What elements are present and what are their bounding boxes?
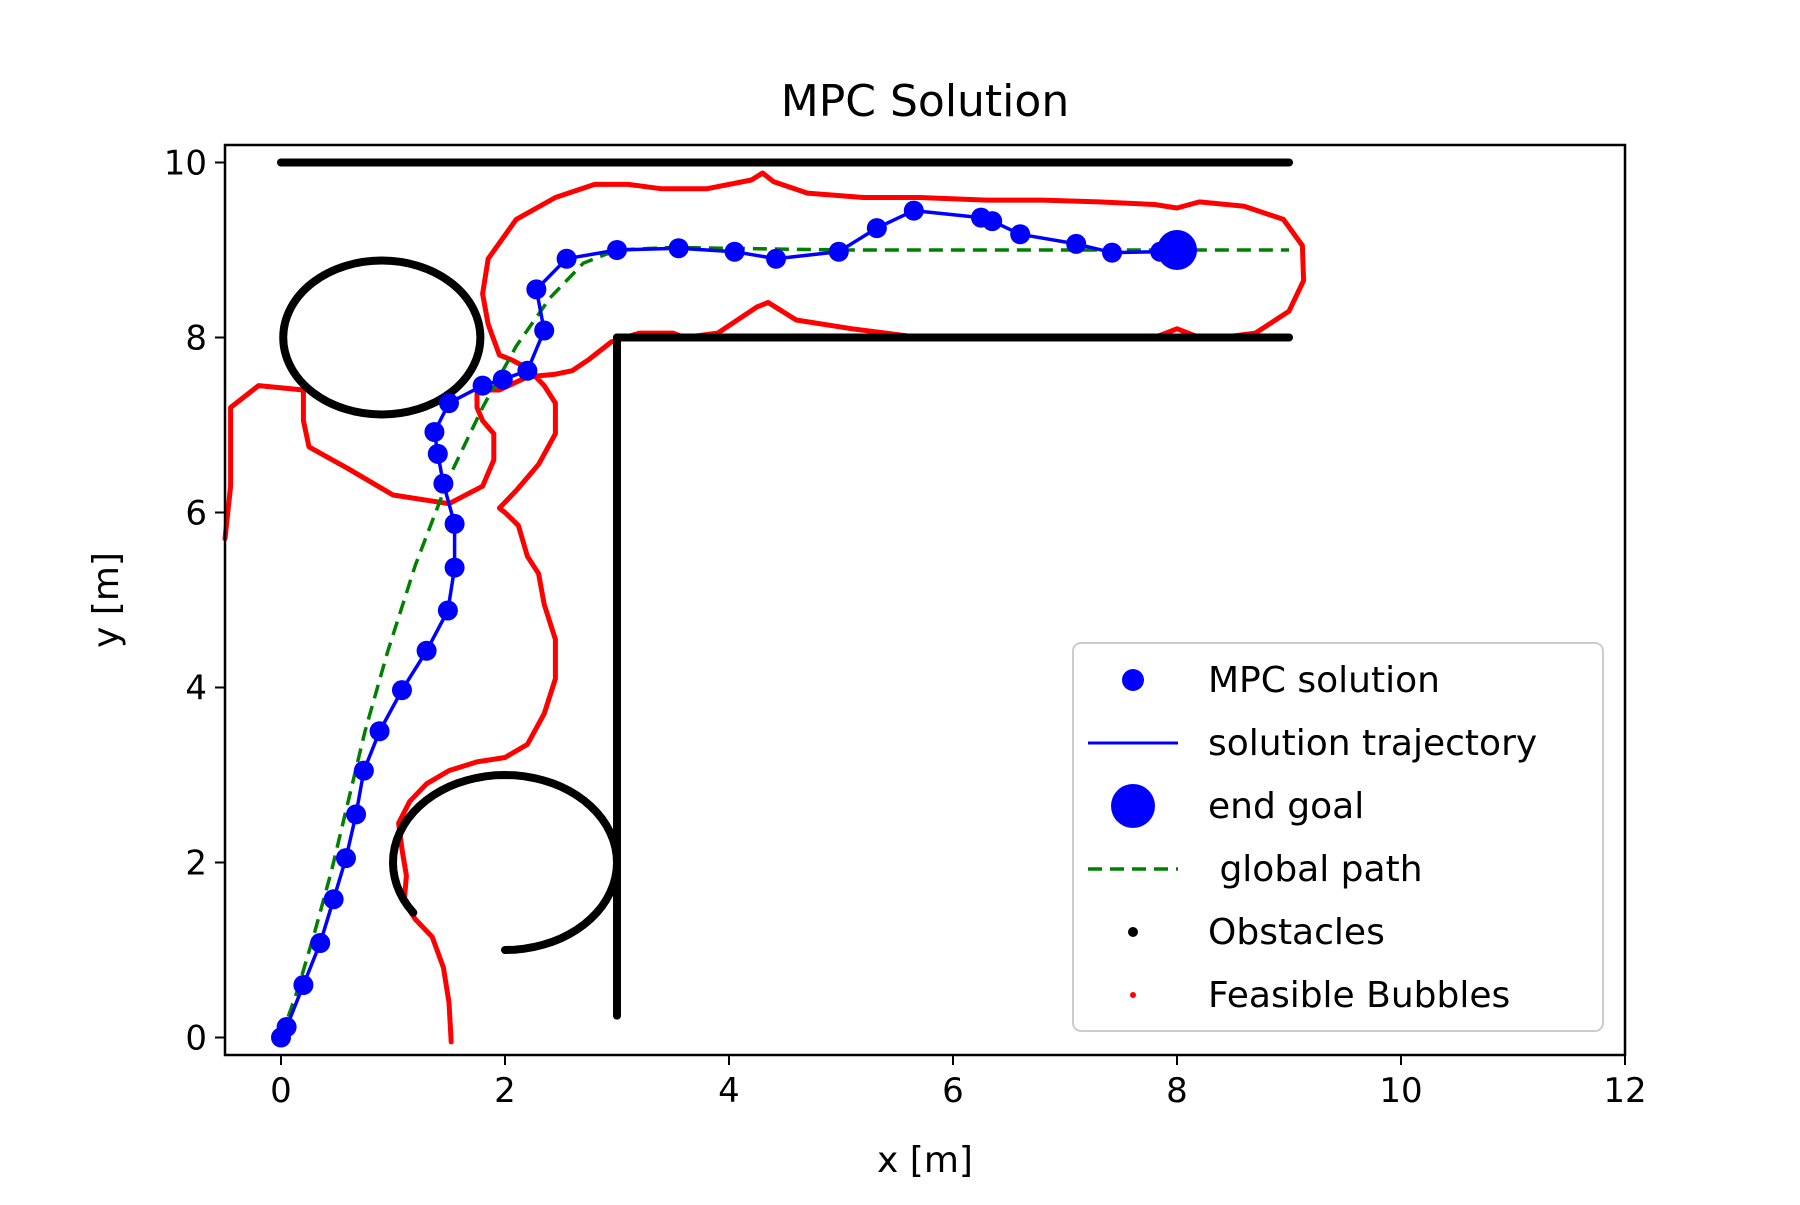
mpc-solution-point xyxy=(866,218,887,239)
mpc-solution-point xyxy=(433,473,454,494)
mpc-solution-point xyxy=(444,513,465,534)
mpc-solution-point xyxy=(444,557,465,578)
legend-label-global-path: global path xyxy=(1208,849,1423,890)
y-tick-label: 4 xyxy=(185,669,207,709)
mpc-solution-point xyxy=(526,279,547,300)
x-tick-label: 0 xyxy=(270,1071,292,1111)
mpc-solution-point xyxy=(346,804,367,825)
legend: MPC solution solution trajectory end goa… xyxy=(1072,642,1604,1032)
legend-marker-mpc xyxy=(1122,669,1144,691)
mpc-solution-point xyxy=(369,721,390,742)
mpc-solution-point xyxy=(903,200,924,221)
mpc-solution-point xyxy=(1102,242,1123,263)
mpc-solution-point xyxy=(427,443,448,464)
x-tick-label: 2 xyxy=(494,1071,516,1111)
chart-title: MPC Solution xyxy=(781,76,1069,127)
mpc-solution-point xyxy=(323,889,344,910)
obstacle-circle xyxy=(279,256,485,419)
end-goal-layer xyxy=(1157,230,1197,270)
mpc-solution-point xyxy=(828,241,849,262)
mpc-solution-point xyxy=(335,848,356,869)
mpc-solution-point xyxy=(437,600,458,621)
y-axis-ticks: 0 2 4 6 8 10 xyxy=(164,144,225,1059)
mpc-points-layer xyxy=(271,200,1171,1048)
legend-marker-bubbles xyxy=(1130,992,1136,998)
mpc-solution-point xyxy=(310,933,331,953)
y-tick-label: 2 xyxy=(185,844,207,884)
mpc-solution-point xyxy=(668,238,689,259)
mpc-solution-point xyxy=(534,320,555,341)
end-goal-marker xyxy=(1157,230,1197,270)
mpc-solution-point xyxy=(492,369,513,390)
obstacles-layer xyxy=(277,158,1293,1020)
mpc-solution-point xyxy=(1066,233,1087,254)
mpc-solution-point xyxy=(439,393,459,414)
mpc-solution-point xyxy=(424,422,445,442)
x-tick-label: 10 xyxy=(1379,1071,1422,1111)
y-tick-label: 6 xyxy=(185,494,207,534)
x-axis-ticks: 0 2 4 6 8 10 12 xyxy=(270,1055,1647,1111)
legend-marker-obstacles xyxy=(1128,927,1138,937)
mpc-solution-point xyxy=(724,241,745,262)
global-path-line xyxy=(279,245,1289,1039)
mpc-solution-point xyxy=(416,640,437,661)
mpc-solution-point xyxy=(1010,224,1031,245)
mpc-solution-point xyxy=(766,248,787,269)
legend-label-bubbles: Feasible Bubbles xyxy=(1208,975,1510,1016)
legend-label-mpc: MPC solution xyxy=(1208,660,1440,701)
legend-marker-goal xyxy=(1111,784,1155,828)
mpc-solution-point xyxy=(472,375,493,396)
mpc-solution-point xyxy=(607,240,627,260)
x-tick-label: 4 xyxy=(718,1071,740,1111)
legend-label-trajectory: solution trajectory xyxy=(1208,723,1537,764)
mpc-solution-point xyxy=(276,1017,297,1037)
x-tick-label: 12 xyxy=(1603,1071,1646,1111)
y-tick-label: 10 xyxy=(164,144,207,184)
y-tick-label: 8 xyxy=(185,319,207,359)
legend-box xyxy=(1072,642,1604,1032)
legend-label-obstacles: Obstacles xyxy=(1208,912,1385,953)
obstacle-arc xyxy=(388,770,622,954)
mpc-solution-point xyxy=(293,975,314,995)
mpc-solution-point xyxy=(353,760,374,781)
plot-frame xyxy=(223,143,1627,1057)
legend-label-goal: end goal xyxy=(1208,786,1364,827)
mpc-solution-point xyxy=(556,248,577,269)
mpc-solution-point xyxy=(517,360,538,381)
global-path-layer xyxy=(279,245,1289,1039)
y-tick-label: 0 xyxy=(185,1019,207,1059)
x-axis-label: x [m] xyxy=(877,1140,973,1181)
mpc-solution-point xyxy=(391,680,412,701)
x-tick-label: 6 xyxy=(942,1071,964,1111)
y-axis-label: y [m] xyxy=(86,552,127,648)
mpc-solution-point xyxy=(982,211,1003,232)
x-tick-label: 8 xyxy=(1166,1071,1188,1111)
